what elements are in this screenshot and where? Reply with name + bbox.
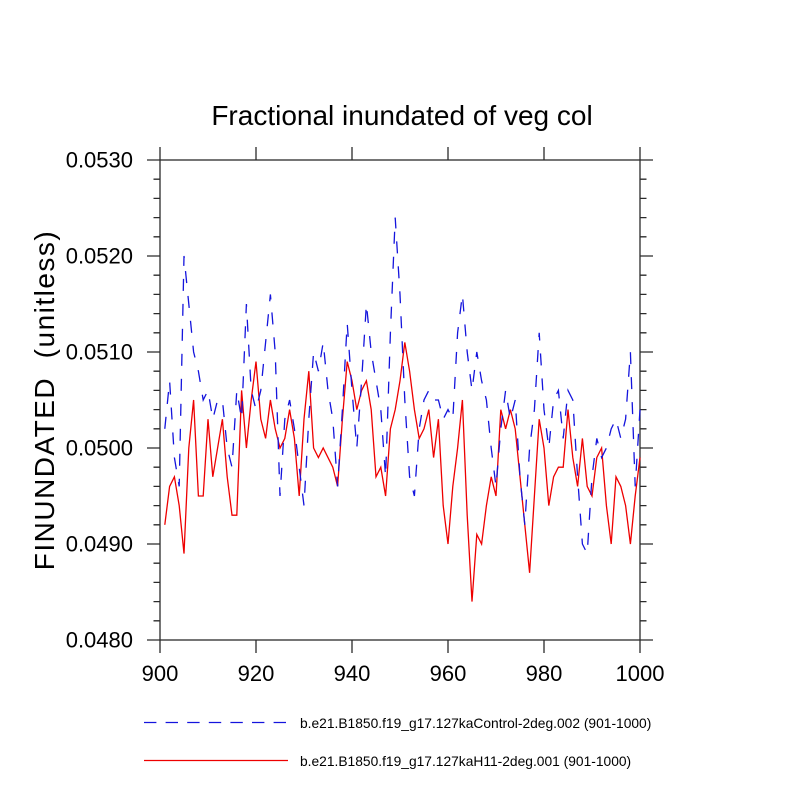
svg-text:960: 960 [430,661,467,686]
svg-text:0.0500: 0.0500 [66,436,133,461]
svg-text:0.0520: 0.0520 [66,244,133,269]
svg-text:0.0490: 0.0490 [66,532,133,557]
svg-text:b.e21.B1850.f19_g17.127kaContr: b.e21.B1850.f19_g17.127kaControl-2deg.00… [300,716,651,731]
svg-text:0.0530: 0.0530 [66,148,133,173]
svg-text:900: 900 [142,661,179,686]
svg-text:980: 980 [526,661,563,686]
svg-text:Fractional inundated of veg co: Fractional inundated of veg col [211,100,592,131]
svg-text:1000: 1000 [616,661,665,686]
svg-text:920: 920 [238,661,275,686]
svg-text:940: 940 [334,661,371,686]
svg-text:b.e21.B1850.f19_g17.127kaH11-2: b.e21.B1850.f19_g17.127kaH11-2deg.001 (9… [300,754,631,769]
svg-text:0.0480: 0.0480 [66,628,133,653]
svg-text:FINUNDATED (unitless): FINUNDATED (unitless) [29,230,60,571]
svg-text:0.0510: 0.0510 [66,340,133,365]
